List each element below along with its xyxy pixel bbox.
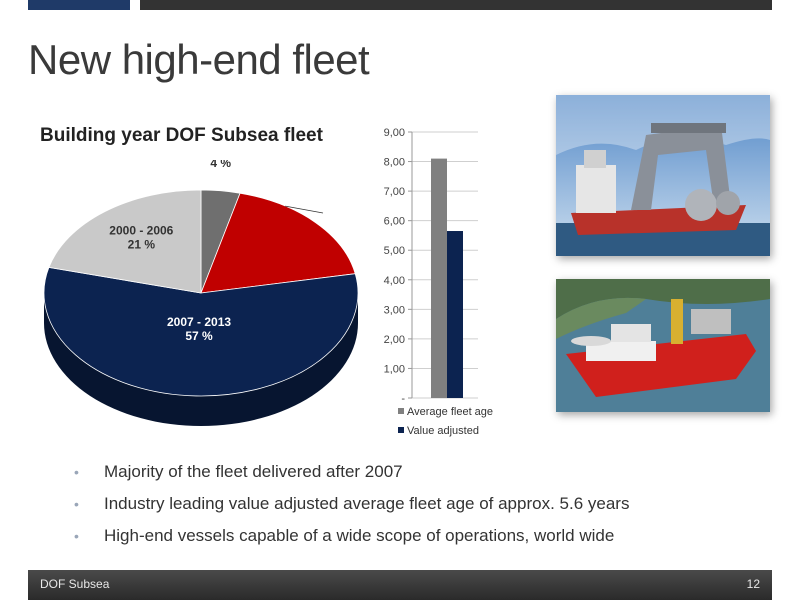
- legend-label: Value adjusted: [407, 425, 479, 437]
- y-tick-label: 4,00: [384, 275, 405, 287]
- pie-slice-value: 57 %: [185, 329, 213, 343]
- bullet-dot-icon: •: [74, 464, 79, 480]
- y-tick-label: 6,00: [384, 216, 405, 228]
- y-tick-label: 7,00: [384, 186, 405, 198]
- y-tick-label: 9,00: [384, 127, 405, 139]
- construction-vessel-photo: [556, 95, 770, 256]
- pie-slice: [48, 189, 202, 294]
- pie-chart-title: Building year DOF Subsea fleet: [40, 125, 323, 146]
- pie-slice-value: 18 %: [319, 199, 347, 213]
- bar-chart: - 1,00 2,00 3,00 4,00 5,00 6,00 7,00 8,00 9,00 Av…: [384, 127, 493, 437]
- y-tick-label: 8,00: [384, 157, 405, 169]
- page-number: 12: [746, 577, 760, 591]
- offshore-vessel-photo: [556, 279, 770, 412]
- bullet-list: • Majority of the fleet delivered after 2…: [70, 456, 629, 552]
- bar: [431, 158, 447, 398]
- pie-slice-label: 2000 - 2006: [109, 224, 173, 238]
- pie-slice: [43, 266, 359, 397]
- y-tick-label: 2,00: [384, 334, 405, 346]
- footer-company: DOF Subsea: [40, 577, 110, 591]
- pie-leader-line: [285, 205, 324, 214]
- legend-swatch: [398, 408, 404, 414]
- y-tick-label: 5,00: [384, 245, 405, 257]
- pie-slice-value: 21 %: [128, 238, 156, 252]
- pie-slice-side: [44, 293, 358, 426]
- legend-swatch: [398, 427, 404, 433]
- pie-slice-label: Newbuild: [306, 185, 359, 199]
- bar: [447, 231, 463, 398]
- bullet-item: • Majority of the fleet delivered after 2…: [70, 456, 629, 488]
- pie-slice-label: 2007 - 2013: [167, 315, 231, 329]
- top-dark-bar: [140, 0, 772, 10]
- bullet-item: • High-end vessels capable of a wide scop…: [70, 520, 629, 552]
- bullet-dot-icon: •: [74, 528, 79, 544]
- slide-title: New high-end fleet: [28, 36, 370, 83]
- pie-slice: [200, 192, 356, 294]
- y-tick-label: -: [401, 393, 405, 405]
- y-tick-label: 1,00: [384, 363, 405, 375]
- legend-label: Average fleet age: [407, 406, 493, 418]
- top-accent-bar: [28, 0, 130, 10]
- pie-slice-value: 4 %: [210, 160, 231, 170]
- y-tick-label: 3,00: [384, 304, 405, 316]
- footer-bar: DOF Subsea 12: [28, 570, 772, 600]
- bullet-item: • Industry leading value adjusted average…: [70, 488, 629, 520]
- bullet-dot-icon: •: [74, 496, 79, 512]
